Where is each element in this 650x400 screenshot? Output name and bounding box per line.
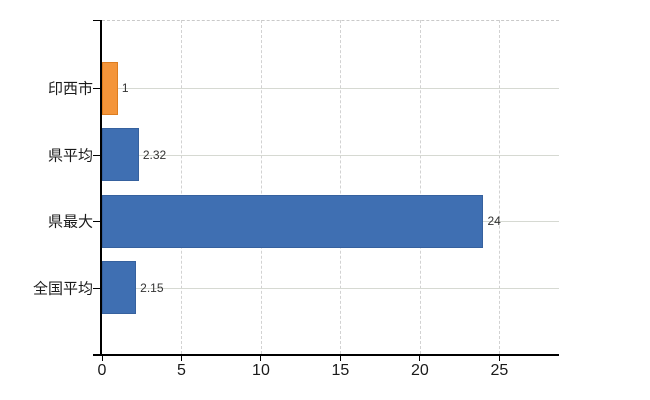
horizontal-gridline (102, 88, 559, 89)
bar-県平均 (102, 128, 139, 181)
vertical-gridline (340, 20, 342, 354)
category-label-印西市: 印西市 (47, 80, 93, 98)
plot-area: 1 2.32 24 2.15 (93, 20, 559, 361)
x-axis-tick (180, 356, 182, 361)
category-label-県平均: 県平均 (47, 147, 93, 164)
y-axis-tick (93, 287, 101, 289)
bar-value-label: 24 (487, 214, 501, 228)
x-axis-tick (260, 356, 262, 361)
x-tick-label-25: 25 (490, 362, 509, 379)
y-axis-tick (93, 154, 101, 156)
x-tick-label-10: 10 (252, 362, 270, 379)
bar-value-label: 2.15 (140, 280, 164, 295)
x-axis-tick (339, 356, 341, 361)
x-tick-label-5: 5 (177, 362, 186, 379)
category-label-県最大: 県最大 (47, 213, 93, 231)
horizontal-gridline (102, 154, 559, 156)
vertical-gridline (260, 20, 262, 354)
x-axis-tick (498, 356, 500, 361)
bar-value-label: 1 (121, 81, 129, 95)
bar-印西市 (102, 61, 118, 115)
y-axis-tick (93, 20, 101, 21)
bar-value-label: 2.32 (142, 147, 167, 162)
x-tick-label-15: 15 (331, 362, 350, 379)
category-label-全国平均: 全国平均 (32, 280, 93, 297)
y-axis-tick (93, 221, 101, 222)
x-tick-label-0: 0 (97, 362, 107, 379)
bar-全国平均 (102, 261, 137, 314)
vertical-gridline (419, 20, 421, 354)
y-axis-tick (93, 88, 101, 89)
plot-top-border (102, 20, 559, 21)
x-axis-tick (419, 356, 421, 361)
vertical-gridline (499, 20, 501, 354)
y-axis-line (100, 20, 102, 354)
x-axis-line (93, 354, 559, 356)
vertical-gridline (181, 20, 183, 354)
x-tick-label-20: 20 (411, 362, 429, 379)
x-axis-tick (101, 356, 103, 361)
bar-県最大 (102, 194, 484, 248)
horizontal-gridline (102, 287, 559, 289)
